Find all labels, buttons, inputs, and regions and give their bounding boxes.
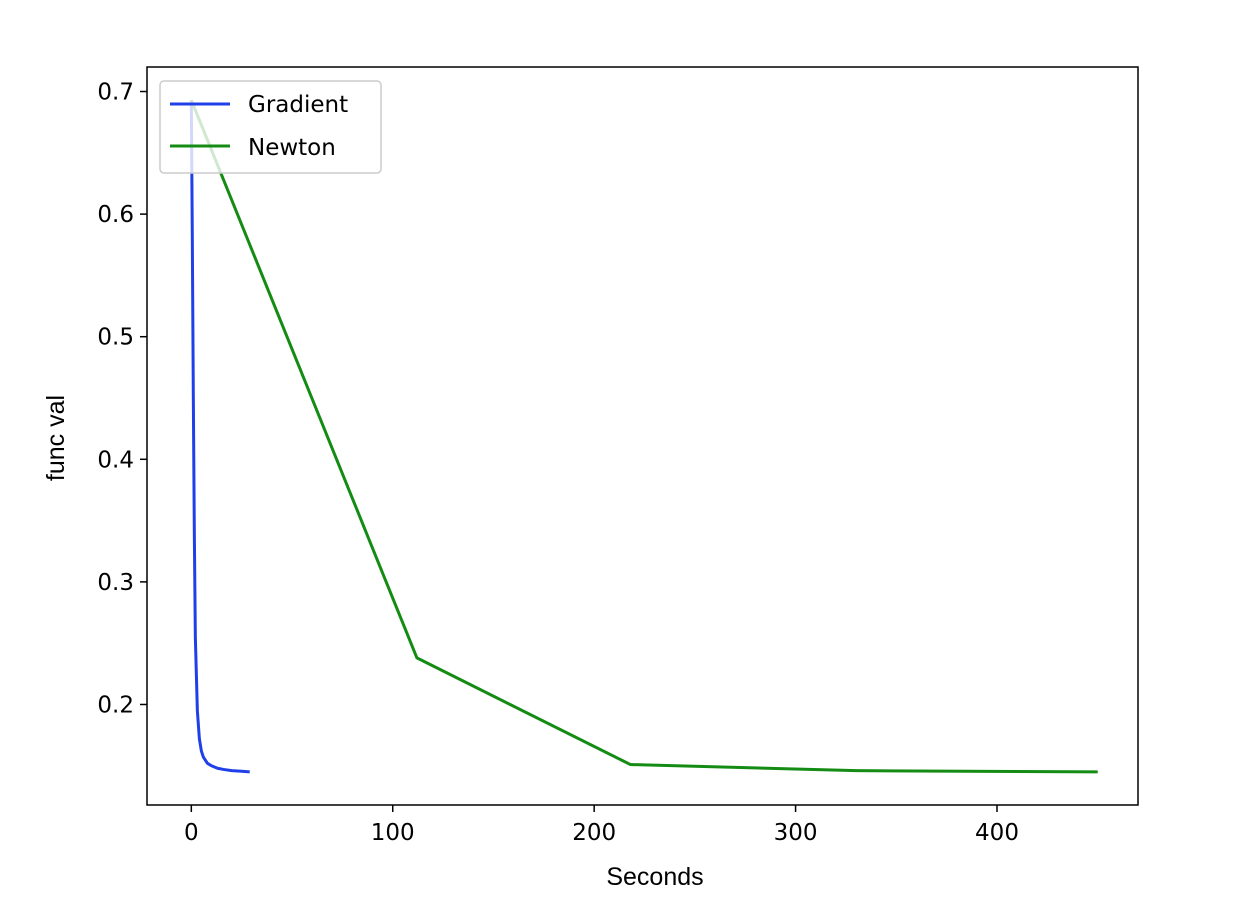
x-tick-label: 0 <box>184 820 199 846</box>
x-tick-label: 400 <box>975 820 1019 846</box>
y-tick-label: 0.2 <box>97 692 134 718</box>
legend-label-gradient: Gradient <box>248 92 348 118</box>
series-line-gradient <box>189 100 250 774</box>
series-line-newton <box>189 99 1098 774</box>
y-axis: 0.2 0.3 0.4 0.5 0.6 0.7 <box>97 80 147 718</box>
x-tick-label: 300 <box>774 820 818 846</box>
legend: Gradient Newton <box>159 80 382 174</box>
y-tick-label: 0.5 <box>97 325 134 351</box>
x-tick-label: 200 <box>572 820 616 846</box>
legend-label-newton: Newton <box>248 135 336 161</box>
x-axis: 0 100 200 300 400 <box>184 805 1019 846</box>
plot-frame <box>146 66 1139 806</box>
y-tick-label: 0.6 <box>97 202 134 228</box>
x-tick-label: 100 <box>371 820 415 846</box>
y-tick-label: 0.4 <box>97 447 134 473</box>
series-layer <box>189 99 1098 774</box>
y-axis-label: func val <box>42 395 70 481</box>
x-axis-label: Seconds <box>606 863 703 891</box>
y-tick-label: 0.7 <box>97 80 134 106</box>
y-tick-label: 0.3 <box>97 570 134 596</box>
